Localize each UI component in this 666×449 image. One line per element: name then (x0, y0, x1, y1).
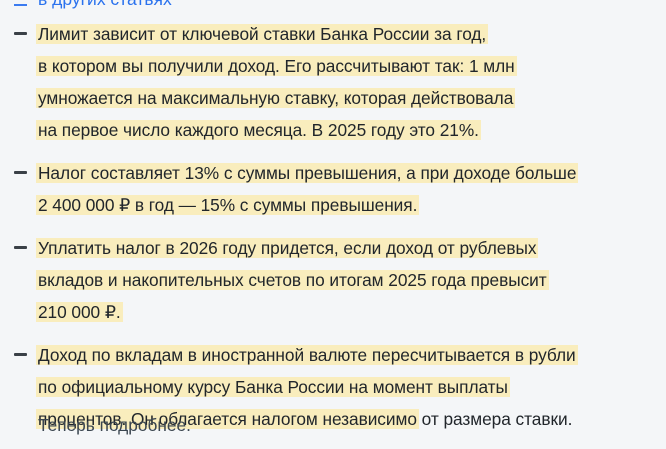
bullet-text-line: Уплатить налог в 2026 году придется, есл… (38, 232, 666, 264)
bullet-list-item: Доход по вкладам в иностранной валюте пе… (0, 339, 666, 435)
highlighted-text: Лимит зависит от ключевой ставки Банка Р… (38, 24, 487, 44)
bullet-text-line: 2 400 000 ₽ в год — 15% с суммы превышен… (38, 189, 666, 221)
bullet-list-item: Лимит зависит от ключевой ставки Банка Р… (0, 18, 666, 146)
bullet-text: Уплатить налог в 2026 году придется, есл… (38, 232, 666, 328)
dash-marker-icon (14, 353, 27, 356)
bullet-text-line: Налог составляет 13% с суммы превышения,… (38, 157, 666, 189)
bullet-list-item: Налог составляет 13% с суммы превышения,… (0, 157, 666, 221)
highlighted-text: Уплатить налог в 2026 году придется, есл… (38, 238, 537, 258)
dash-marker-icon (14, 4, 27, 6)
bullet-text: Доход по вкладам в иностранной валюте пе… (38, 339, 666, 435)
bullet-text-line: на первое число каждого месяца. В 2025 г… (38, 114, 666, 146)
bullet-list-item: Уплатить налог в 2026 году придется, есл… (0, 232, 666, 328)
bullet-text: Лимит зависит от ключевой ставки Банка Р… (38, 18, 666, 146)
bullet-list: Лимит зависит от ключевой ставки Банка Р… (0, 18, 666, 446)
highlighted-text: в котором вы получили доход. Его рассчит… (38, 56, 515, 76)
highlighted-text: 2 400 000 ₽ в год — 15% с суммы превышен… (38, 195, 418, 215)
bullet-text-line: по официальному курсу Банка России на мо… (38, 371, 666, 403)
highlighted-text: по официальному курсу Банка России на мо… (38, 377, 508, 397)
clipped-link-row: в других статьях (0, 0, 666, 11)
bullet-text-line: вкладов и накопительных счетов по итогам… (38, 264, 666, 296)
highlighted-text: умножается на максимальную ставку, котор… (38, 88, 514, 108)
bullet-text-line: Лимит зависит от ключевой ставки Банка Р… (38, 18, 666, 50)
outro-paragraph: Теперь подробнее. (38, 415, 191, 435)
highlighted-text: Налог составляет 13% с суммы превышения,… (38, 163, 577, 183)
bullet-text-line: в котором вы получили доход. Его рассчит… (38, 50, 666, 82)
highlighted-text: процентов. Он облагается налогом независ… (38, 409, 417, 429)
dash-marker-icon (14, 246, 27, 249)
bullet-text-line: умножается на максимальную ставку, котор… (38, 82, 666, 114)
highlighted-text: вкладов и накопительных счетов по итогам… (38, 270, 547, 290)
bullet-text-line: процентов. Он облагается налогом независ… (38, 403, 666, 435)
bullet-text-line: 210 000 ₽. (38, 296, 666, 328)
bullet-text-line: Доход по вкладам в иностранной валюте пе… (38, 339, 666, 371)
dash-marker-icon (14, 32, 27, 35)
highlighted-text: Доход по вкладам в иностранной валюте пе… (38, 345, 576, 365)
dash-marker-icon (14, 171, 27, 174)
highlighted-text: 210 000 ₽. (38, 302, 121, 322)
bullet-text: Налог составляет 13% с суммы превышения,… (38, 157, 666, 221)
related-articles-link[interactable]: в других статьях (38, 0, 172, 11)
highlighted-text: на первое число каждого месяца. В 2025 г… (38, 120, 479, 140)
unhighlighted-tail-text: от размера ставки. (416, 409, 573, 429)
